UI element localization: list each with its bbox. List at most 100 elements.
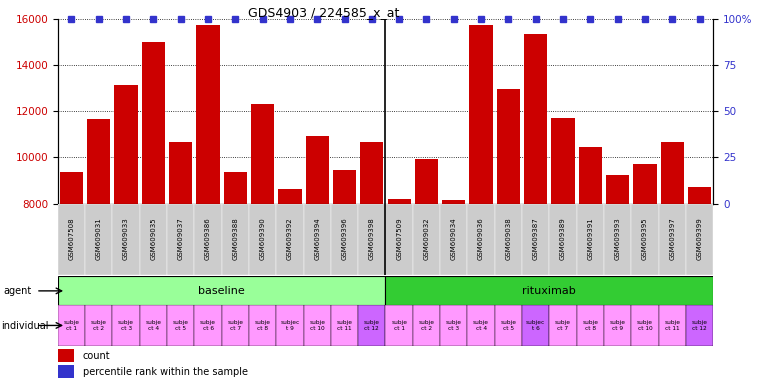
- Text: percentile rank within the sample: percentile rank within the sample: [82, 367, 247, 377]
- FancyBboxPatch shape: [440, 204, 467, 275]
- Text: GSM609386: GSM609386: [205, 218, 211, 260]
- Bar: [197, 25, 220, 384]
- Text: GSM609399: GSM609399: [696, 218, 702, 260]
- Bar: [497, 89, 520, 384]
- FancyBboxPatch shape: [167, 305, 194, 346]
- Text: subje
ct 12: subje ct 12: [364, 320, 380, 331]
- Bar: [305, 136, 329, 384]
- Bar: [661, 142, 684, 384]
- FancyBboxPatch shape: [412, 305, 440, 346]
- Bar: [388, 199, 411, 384]
- Text: individual: individual: [1, 321, 49, 331]
- FancyBboxPatch shape: [495, 204, 522, 275]
- Text: GSM609390: GSM609390: [260, 218, 266, 260]
- Text: GSM607508: GSM607508: [69, 218, 75, 260]
- Bar: [442, 200, 466, 384]
- FancyBboxPatch shape: [631, 305, 658, 346]
- FancyBboxPatch shape: [58, 276, 386, 305]
- Bar: [606, 175, 629, 384]
- Text: subje
ct 5: subje ct 5: [173, 320, 189, 331]
- FancyBboxPatch shape: [304, 204, 331, 275]
- Text: GDS4903 / 224585_x_at: GDS4903 / 224585_x_at: [248, 6, 399, 19]
- FancyBboxPatch shape: [658, 204, 686, 275]
- FancyBboxPatch shape: [140, 204, 167, 275]
- FancyBboxPatch shape: [604, 204, 631, 275]
- Text: GSM609396: GSM609396: [342, 218, 348, 260]
- Text: subje
ct 4: subje ct 4: [146, 320, 161, 331]
- FancyBboxPatch shape: [276, 305, 304, 346]
- Text: subje
ct 2: subje ct 2: [91, 320, 107, 331]
- Text: GSM609393: GSM609393: [614, 218, 621, 260]
- Text: GSM609394: GSM609394: [315, 218, 320, 260]
- Text: GSM609037: GSM609037: [177, 218, 183, 260]
- Bar: [360, 142, 383, 384]
- Text: GSM609387: GSM609387: [533, 218, 539, 260]
- FancyBboxPatch shape: [549, 305, 577, 346]
- Bar: [58, 349, 74, 362]
- Bar: [551, 118, 574, 384]
- Bar: [415, 159, 438, 384]
- Bar: [633, 164, 657, 384]
- Bar: [114, 85, 138, 384]
- FancyBboxPatch shape: [359, 204, 386, 275]
- FancyBboxPatch shape: [359, 305, 386, 346]
- Bar: [142, 42, 165, 384]
- Text: subje
ct 9: subje ct 9: [610, 320, 625, 331]
- Text: count: count: [82, 351, 110, 361]
- Text: subje
ct 11: subje ct 11: [336, 320, 352, 331]
- FancyBboxPatch shape: [604, 305, 631, 346]
- Text: GSM609032: GSM609032: [423, 218, 429, 260]
- FancyBboxPatch shape: [221, 305, 249, 346]
- FancyBboxPatch shape: [331, 305, 359, 346]
- Text: GSM609034: GSM609034: [451, 218, 456, 260]
- FancyBboxPatch shape: [194, 305, 221, 346]
- Bar: [60, 172, 83, 384]
- Text: subje
ct 1: subje ct 1: [63, 320, 79, 331]
- FancyBboxPatch shape: [577, 204, 604, 275]
- FancyBboxPatch shape: [686, 204, 713, 275]
- Text: subje
ct 3: subje ct 3: [446, 320, 462, 331]
- FancyBboxPatch shape: [522, 305, 549, 346]
- FancyBboxPatch shape: [304, 305, 331, 346]
- FancyBboxPatch shape: [194, 204, 221, 275]
- Bar: [333, 170, 356, 384]
- Text: subje
ct 6: subje ct 6: [200, 320, 216, 331]
- FancyBboxPatch shape: [686, 305, 713, 346]
- Bar: [524, 34, 547, 384]
- FancyBboxPatch shape: [249, 305, 276, 346]
- Bar: [58, 365, 74, 379]
- Text: GSM609031: GSM609031: [96, 218, 102, 260]
- Text: subjec
t 9: subjec t 9: [281, 320, 300, 331]
- FancyBboxPatch shape: [167, 204, 194, 275]
- Text: GSM609035: GSM609035: [150, 218, 157, 260]
- Text: subje
ct 11: subje ct 11: [664, 320, 680, 331]
- FancyBboxPatch shape: [467, 204, 495, 275]
- FancyBboxPatch shape: [386, 305, 412, 346]
- FancyBboxPatch shape: [631, 204, 658, 275]
- Text: subje
ct 4: subje ct 4: [473, 320, 489, 331]
- Bar: [278, 189, 301, 384]
- FancyBboxPatch shape: [386, 276, 713, 305]
- Bar: [688, 187, 711, 384]
- Text: GSM609036: GSM609036: [478, 218, 484, 260]
- Text: subjec
t 6: subjec t 6: [526, 320, 545, 331]
- Text: subje
ct 8: subje ct 8: [582, 320, 598, 331]
- FancyBboxPatch shape: [276, 204, 304, 275]
- Bar: [87, 119, 110, 384]
- Text: subje
ct 7: subje ct 7: [227, 320, 244, 331]
- Text: GSM609397: GSM609397: [669, 218, 675, 260]
- Text: GSM609395: GSM609395: [642, 218, 648, 260]
- FancyBboxPatch shape: [412, 204, 440, 275]
- Text: subje
ct 5: subje ct 5: [500, 320, 517, 331]
- Text: baseline: baseline: [198, 286, 245, 296]
- FancyBboxPatch shape: [440, 305, 467, 346]
- FancyBboxPatch shape: [522, 204, 549, 275]
- FancyBboxPatch shape: [249, 204, 276, 275]
- FancyBboxPatch shape: [658, 305, 686, 346]
- Text: subje
ct 8: subje ct 8: [254, 320, 271, 331]
- Bar: [224, 172, 247, 384]
- Text: GSM609391: GSM609391: [588, 218, 594, 260]
- FancyBboxPatch shape: [467, 305, 495, 346]
- Text: GSM609398: GSM609398: [369, 218, 375, 260]
- FancyBboxPatch shape: [577, 305, 604, 346]
